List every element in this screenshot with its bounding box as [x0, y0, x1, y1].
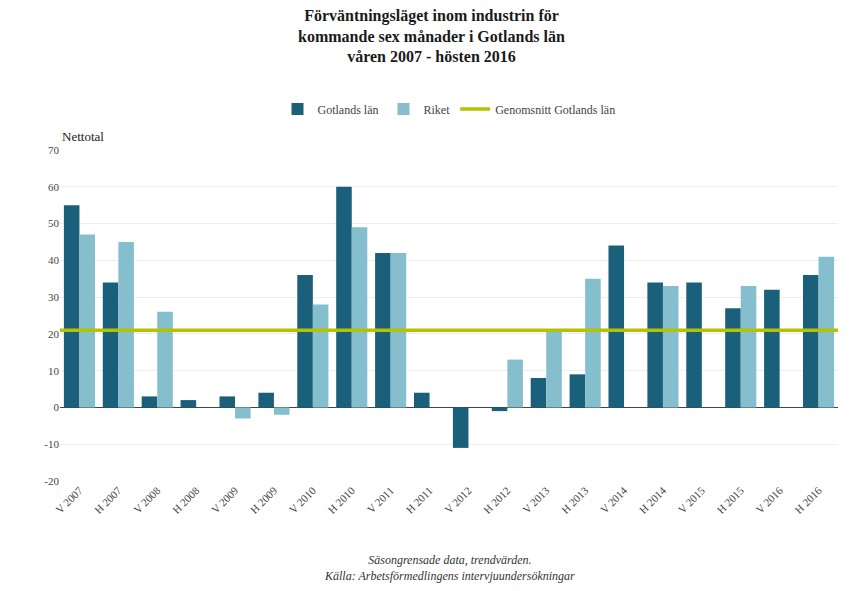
svg-text:V 2013: V 2013 [520, 484, 552, 516]
svg-text:70: 70 [48, 144, 60, 156]
svg-text:V 2007: V 2007 [53, 484, 85, 516]
svg-text:H 2009: H 2009 [248, 484, 280, 516]
svg-text:V 2008: V 2008 [131, 484, 163, 516]
svg-text:V 2010: V 2010 [287, 484, 319, 516]
svg-text:V 2009: V 2009 [209, 484, 241, 516]
svg-text:Riket: Riket [424, 103, 451, 117]
svg-text:H 2014: H 2014 [637, 484, 669, 516]
svg-text:Genomsnitt Gotlands län: Genomsnitt Gotlands län [495, 103, 615, 117]
svg-text:V 2011: V 2011 [365, 484, 396, 515]
svg-text:H 2010: H 2010 [325, 484, 357, 516]
svg-text:H 2008: H 2008 [170, 484, 202, 516]
svg-text:H 2012: H 2012 [481, 484, 513, 516]
svg-text:40: 40 [48, 254, 60, 266]
svg-text:-20: -20 [44, 475, 59, 487]
svg-text:10: 10 [48, 365, 60, 377]
svg-text:H 2013: H 2013 [559, 484, 591, 516]
svg-text:V 2014: V 2014 [598, 484, 630, 516]
svg-text:20: 20 [48, 328, 60, 340]
svg-text:30: 30 [48, 291, 60, 303]
svg-text:H 2011: H 2011 [404, 484, 435, 515]
svg-text:50: 50 [48, 217, 60, 229]
svg-text:Gotlands län: Gotlands län [318, 103, 379, 117]
svg-text:H 2007: H 2007 [92, 484, 124, 516]
svg-text:60: 60 [48, 181, 60, 193]
svg-text:V 2016: V 2016 [753, 484, 785, 516]
svg-text:-10: -10 [44, 438, 59, 450]
svg-text:0: 0 [54, 401, 60, 413]
svg-text:V 2015: V 2015 [676, 484, 708, 516]
svg-text:V 2012: V 2012 [442, 484, 473, 515]
svg-text:H 2015: H 2015 [714, 484, 746, 516]
svg-text:Säsongrensade data, trendvärde: Säsongrensade data, trendvärden.Källa: A… [324, 553, 575, 583]
svg-text:H 2016: H 2016 [792, 484, 824, 516]
svg-text:Förväntningsläget inom industr: Förväntningsläget inom industrin förkomm… [298, 7, 565, 66]
svg-text:Nettotal: Nettotal [62, 129, 104, 144]
